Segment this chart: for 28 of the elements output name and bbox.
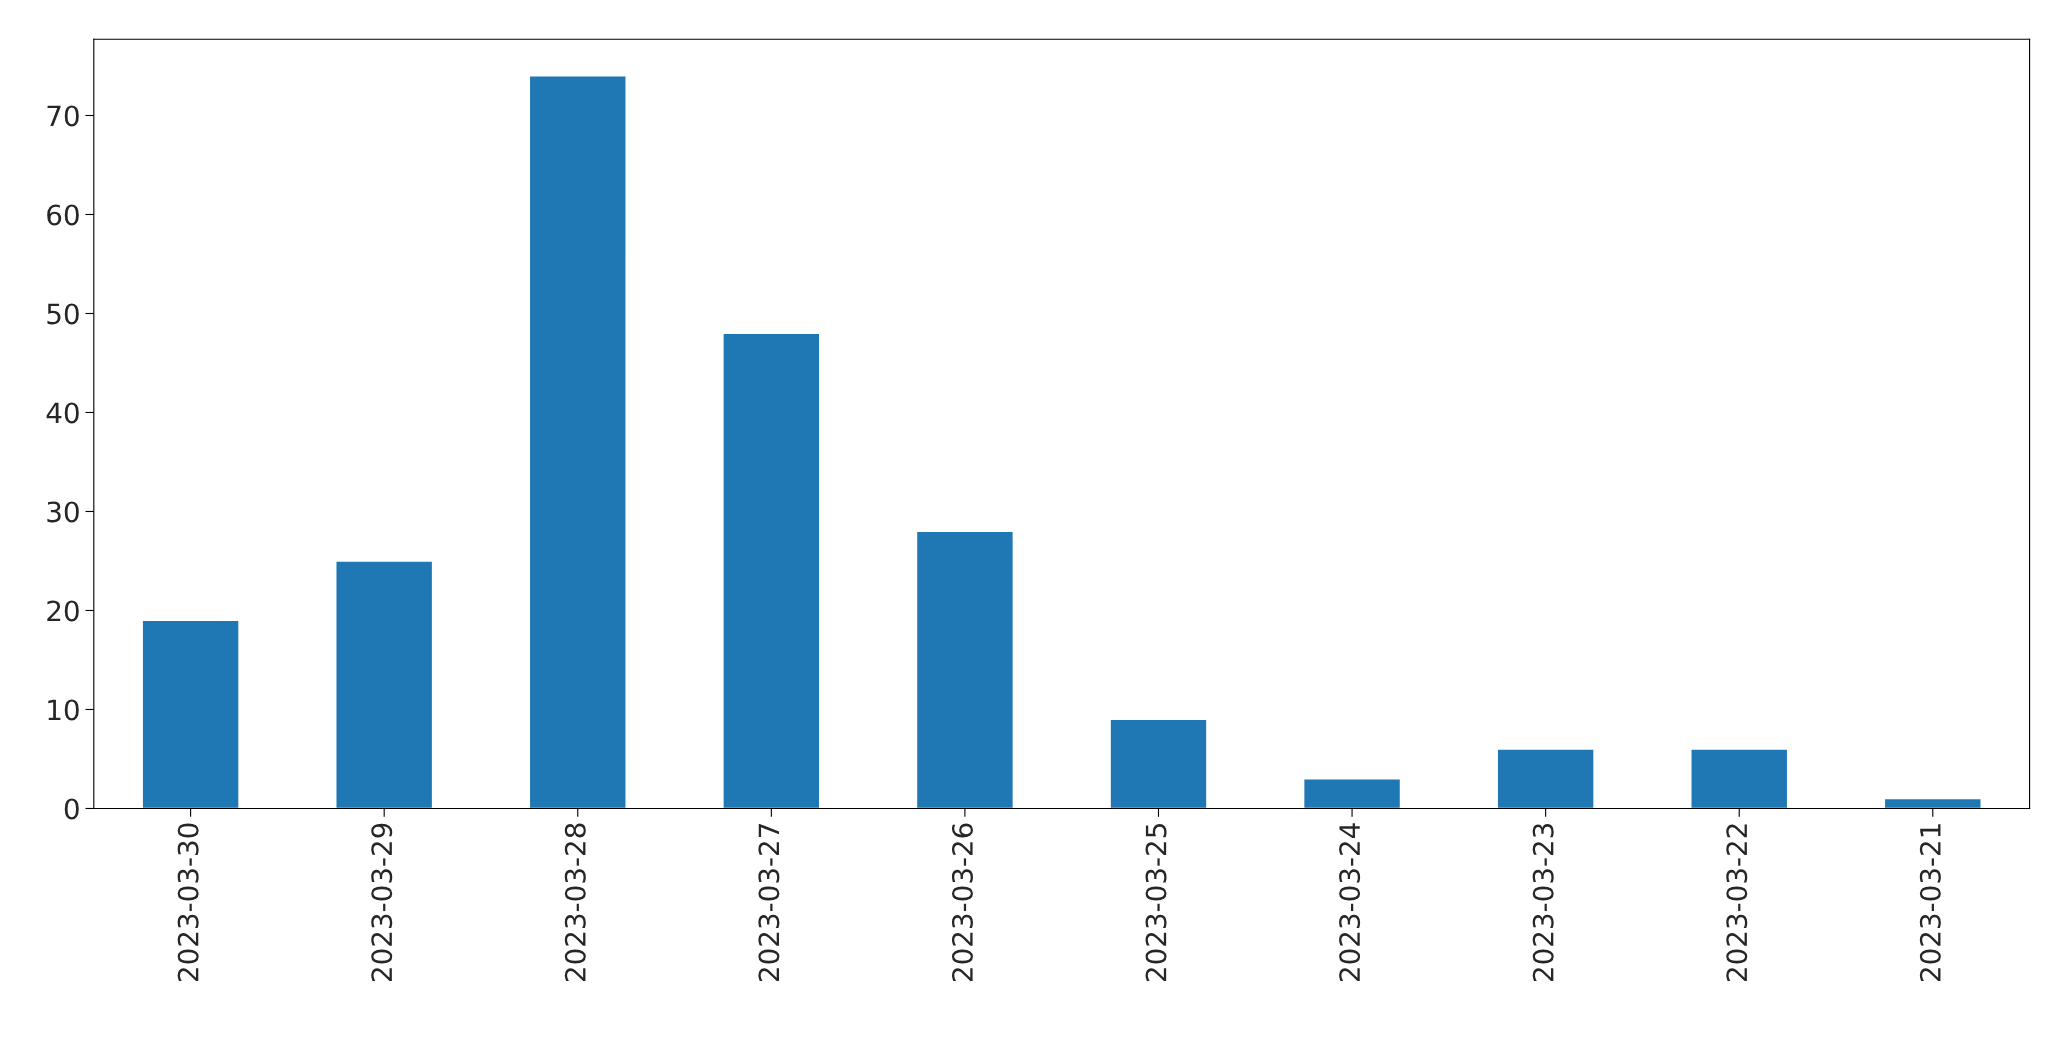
bar [1690, 748, 1789, 809]
bar [915, 530, 1014, 809]
y-tick-label: 60 [47, 204, 79, 226]
x-tick-label: 2023-03-28 [564, 823, 586, 982]
x-tick-label: 2023-03-27 [758, 824, 780, 982]
bar [1302, 778, 1402, 809]
bar [335, 560, 434, 809]
y-tick-label: 40 [46, 402, 79, 424]
bar [1883, 797, 1982, 809]
x-tick-label: 2023-03-30 [177, 823, 199, 982]
x-tick-label: 2023-03-24 [1339, 823, 1361, 982]
x-tick-label: 2023-03-26 [951, 823, 973, 982]
y-tick-label: 20 [47, 600, 79, 622]
x-tick-label: 2023-03-22 [1726, 824, 1748, 982]
bar [1496, 748, 1595, 809]
bar [528, 75, 627, 809]
x-tick-label: 2023-03-23 [1532, 823, 1554, 982]
y-tick-label: 0 [64, 798, 79, 820]
bar [141, 619, 240, 809]
y-tick-label: 70 [47, 105, 79, 127]
x-tick-label: 2023-03-29 [371, 823, 393, 982]
x-tick-label: 2023-03-25 [1145, 824, 1167, 982]
y-tick-label: 50 [47, 303, 79, 325]
y-tick-label: 30 [47, 501, 79, 523]
bar [1109, 718, 1208, 809]
y-tick-label: 10 [48, 699, 79, 721]
x-tick-label: 2023-03-21 [1919, 824, 1941, 982]
bar [722, 332, 821, 809]
